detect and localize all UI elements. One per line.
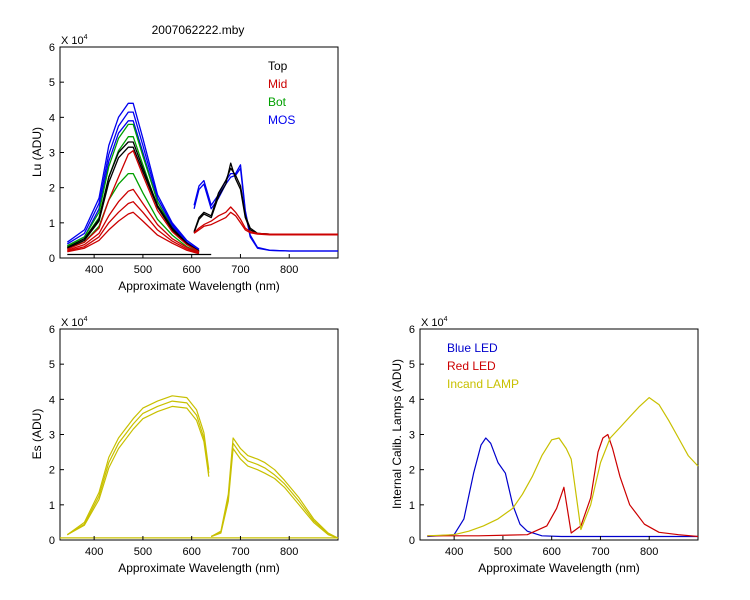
lamps-y-tick-label: 6 <box>409 324 415 336</box>
lamps-y-tick-label: 4 <box>409 394 415 406</box>
es-y-tick-label: 2 <box>49 465 55 477</box>
es-x-ticks: 400 500 600 700 800 <box>85 536 298 558</box>
lu-x-ticks: 400 500 600 700 800 <box>85 254 298 276</box>
lamps-x-tick-label: 700 <box>591 546 609 558</box>
es-series-group <box>60 395 339 539</box>
lamps-x-tick-label: 500 <box>494 546 512 558</box>
es-series-es-2 <box>67 405 210 536</box>
lu-panel: 2007062222.mby 400 500 600 700 800 0 1 2 3 4 5 6 A… <box>30 23 339 293</box>
es-y-tick-label: 0 <box>49 535 55 547</box>
lu-legend-entry-mid: Mid <box>268 77 287 91</box>
lu-series-mos-0 <box>66 102 200 250</box>
lu-series-top-10 <box>193 167 338 235</box>
es-y-axis-label: Es (ADU) <box>30 409 44 460</box>
lu-series-mid-15 <box>67 211 200 255</box>
lamps-y-tick-label: 5 <box>409 359 415 371</box>
es-x-tick-label: 400 <box>85 546 103 558</box>
es-y-tick-label: 1 <box>49 500 55 512</box>
es-x-tick-label: 800 <box>280 546 298 558</box>
lu-chart-title: 2007062222.mby <box>152 23 245 37</box>
es-x-tick-label: 500 <box>134 546 152 558</box>
lu-y-tick-label: 1 <box>49 218 55 230</box>
lu-y-tick-label: 3 <box>49 148 55 160</box>
es-y-ticks: 0 1 2 3 4 5 6 <box>49 324 64 547</box>
lu-plot-frame <box>59 46 339 259</box>
lu-series-mos-3 <box>193 167 338 252</box>
es-y-tick-label: 6 <box>49 324 55 336</box>
lu-y-exponent: 4 <box>84 34 88 41</box>
lamps-legend: Blue LED Red LED Incand LAMP <box>447 341 519 391</box>
lu-series-group <box>66 102 338 256</box>
lu-y-multiplier: X 104 <box>61 34 88 47</box>
es-y-multiplier: X 104 <box>61 316 88 329</box>
lu-x-tick-label: 500 <box>134 264 152 276</box>
lu-y-tick-label: 4 <box>49 112 55 124</box>
lamps-y-axis-label: Internal Calib. Lamps (ADU) <box>390 359 404 509</box>
es-panel: 400 500 600 700 800 0 1 2 3 4 5 6 Approximate Wave… <box>30 316 339 575</box>
lamps-x-ticks: 400 500 600 700 800 <box>445 536 658 558</box>
es-series-es-3 <box>210 437 339 539</box>
lamps-y-exponent: 4 <box>444 316 448 323</box>
es-x-tick-label: 700 <box>231 546 249 558</box>
lamps-x-tick-label: 800 <box>640 546 658 558</box>
lu-y-ticks: 0 1 2 3 4 5 6 <box>49 42 64 265</box>
lu-y-tick-label: 6 <box>49 42 55 54</box>
lamps-series-blue_led-0 <box>427 437 698 538</box>
lu-legend-entry-top: Top <box>268 59 288 73</box>
lamps-y-tick-label: 3 <box>409 430 415 442</box>
es-series-es-0 <box>66 395 210 536</box>
es-y-tick-label: 5 <box>49 359 55 371</box>
es-series-es-5 <box>210 448 339 539</box>
lamps-x-axis-label: Approximate Wavelength (nm) <box>478 561 640 575</box>
lu-legend-entry-bot: Bot <box>268 95 287 109</box>
lu-series-bot-7 <box>67 172 200 253</box>
lu-y-axis-label: Lu (ADU) <box>30 127 44 177</box>
lu-x-axis-label: Approximate Wavelength (nm) <box>118 279 280 293</box>
es-y-tick-label: 4 <box>49 394 55 406</box>
lu-x-tick-label: 600 <box>183 264 201 276</box>
lamps-y-tick-label: 2 <box>409 465 415 477</box>
es-x-axis-label: Approximate Wavelength (nm) <box>118 561 280 575</box>
lamps-legend-entry-red_led: Red LED <box>447 359 496 373</box>
lu-series-mos-1 <box>66 111 200 251</box>
lu-y-tick-label: 0 <box>49 253 55 265</box>
lamps-panel: 400 500 600 700 800 0 1 2 3 4 5 6 Approximate Wave… <box>390 316 699 575</box>
lu-x-tick-label: 700 <box>231 264 249 276</box>
lamps-y-tick-label: 1 <box>409 500 415 512</box>
lamps-legend-entry-incand: Incand LAMP <box>447 377 519 391</box>
lamps-y-multiplier: X 104 <box>421 316 448 329</box>
lu-series-mid-14 <box>67 201 200 254</box>
lu-x-tick-label: 800 <box>280 264 298 276</box>
lamps-legend-entry-blue_led: Blue LED <box>447 341 498 355</box>
lu-series-mos-4 <box>193 164 338 252</box>
lu-x-tick-label: 400 <box>85 264 103 276</box>
lamps-series-red_led-1 <box>427 433 699 538</box>
lamps-y-tick-label: 0 <box>409 535 415 547</box>
es-series-es-1 <box>66 400 210 536</box>
es-y-exponent: 4 <box>84 316 88 323</box>
lamps-series-group <box>427 397 699 538</box>
es-plot-frame <box>59 328 339 541</box>
lu-series-top-8 <box>67 141 200 252</box>
lu-legend-entry-mos: MOS <box>268 113 295 127</box>
lu-y-tick-label: 2 <box>49 183 55 195</box>
lamps-y-ticks: 0 1 2 3 4 5 6 <box>409 324 424 547</box>
lu-series-mid-17 <box>193 211 338 236</box>
lamps-x-tick-label: 400 <box>445 546 463 558</box>
lu-series-mid-16 <box>193 206 338 235</box>
es-x-tick-label: 600 <box>183 546 201 558</box>
lamps-x-tick-label: 600 <box>543 546 561 558</box>
lu-series-top-9 <box>67 146 200 253</box>
lu-series-mid-12 <box>67 150 200 253</box>
lamps-series-incand-2 <box>427 397 699 537</box>
es-y-tick-label: 3 <box>49 430 55 442</box>
lu-legend: Top Mid Bot MOS <box>268 59 295 127</box>
lu-series-mid-13 <box>67 188 200 254</box>
lu-series-mos-2 <box>67 120 200 252</box>
lu-y-tick-label: 5 <box>49 77 55 89</box>
